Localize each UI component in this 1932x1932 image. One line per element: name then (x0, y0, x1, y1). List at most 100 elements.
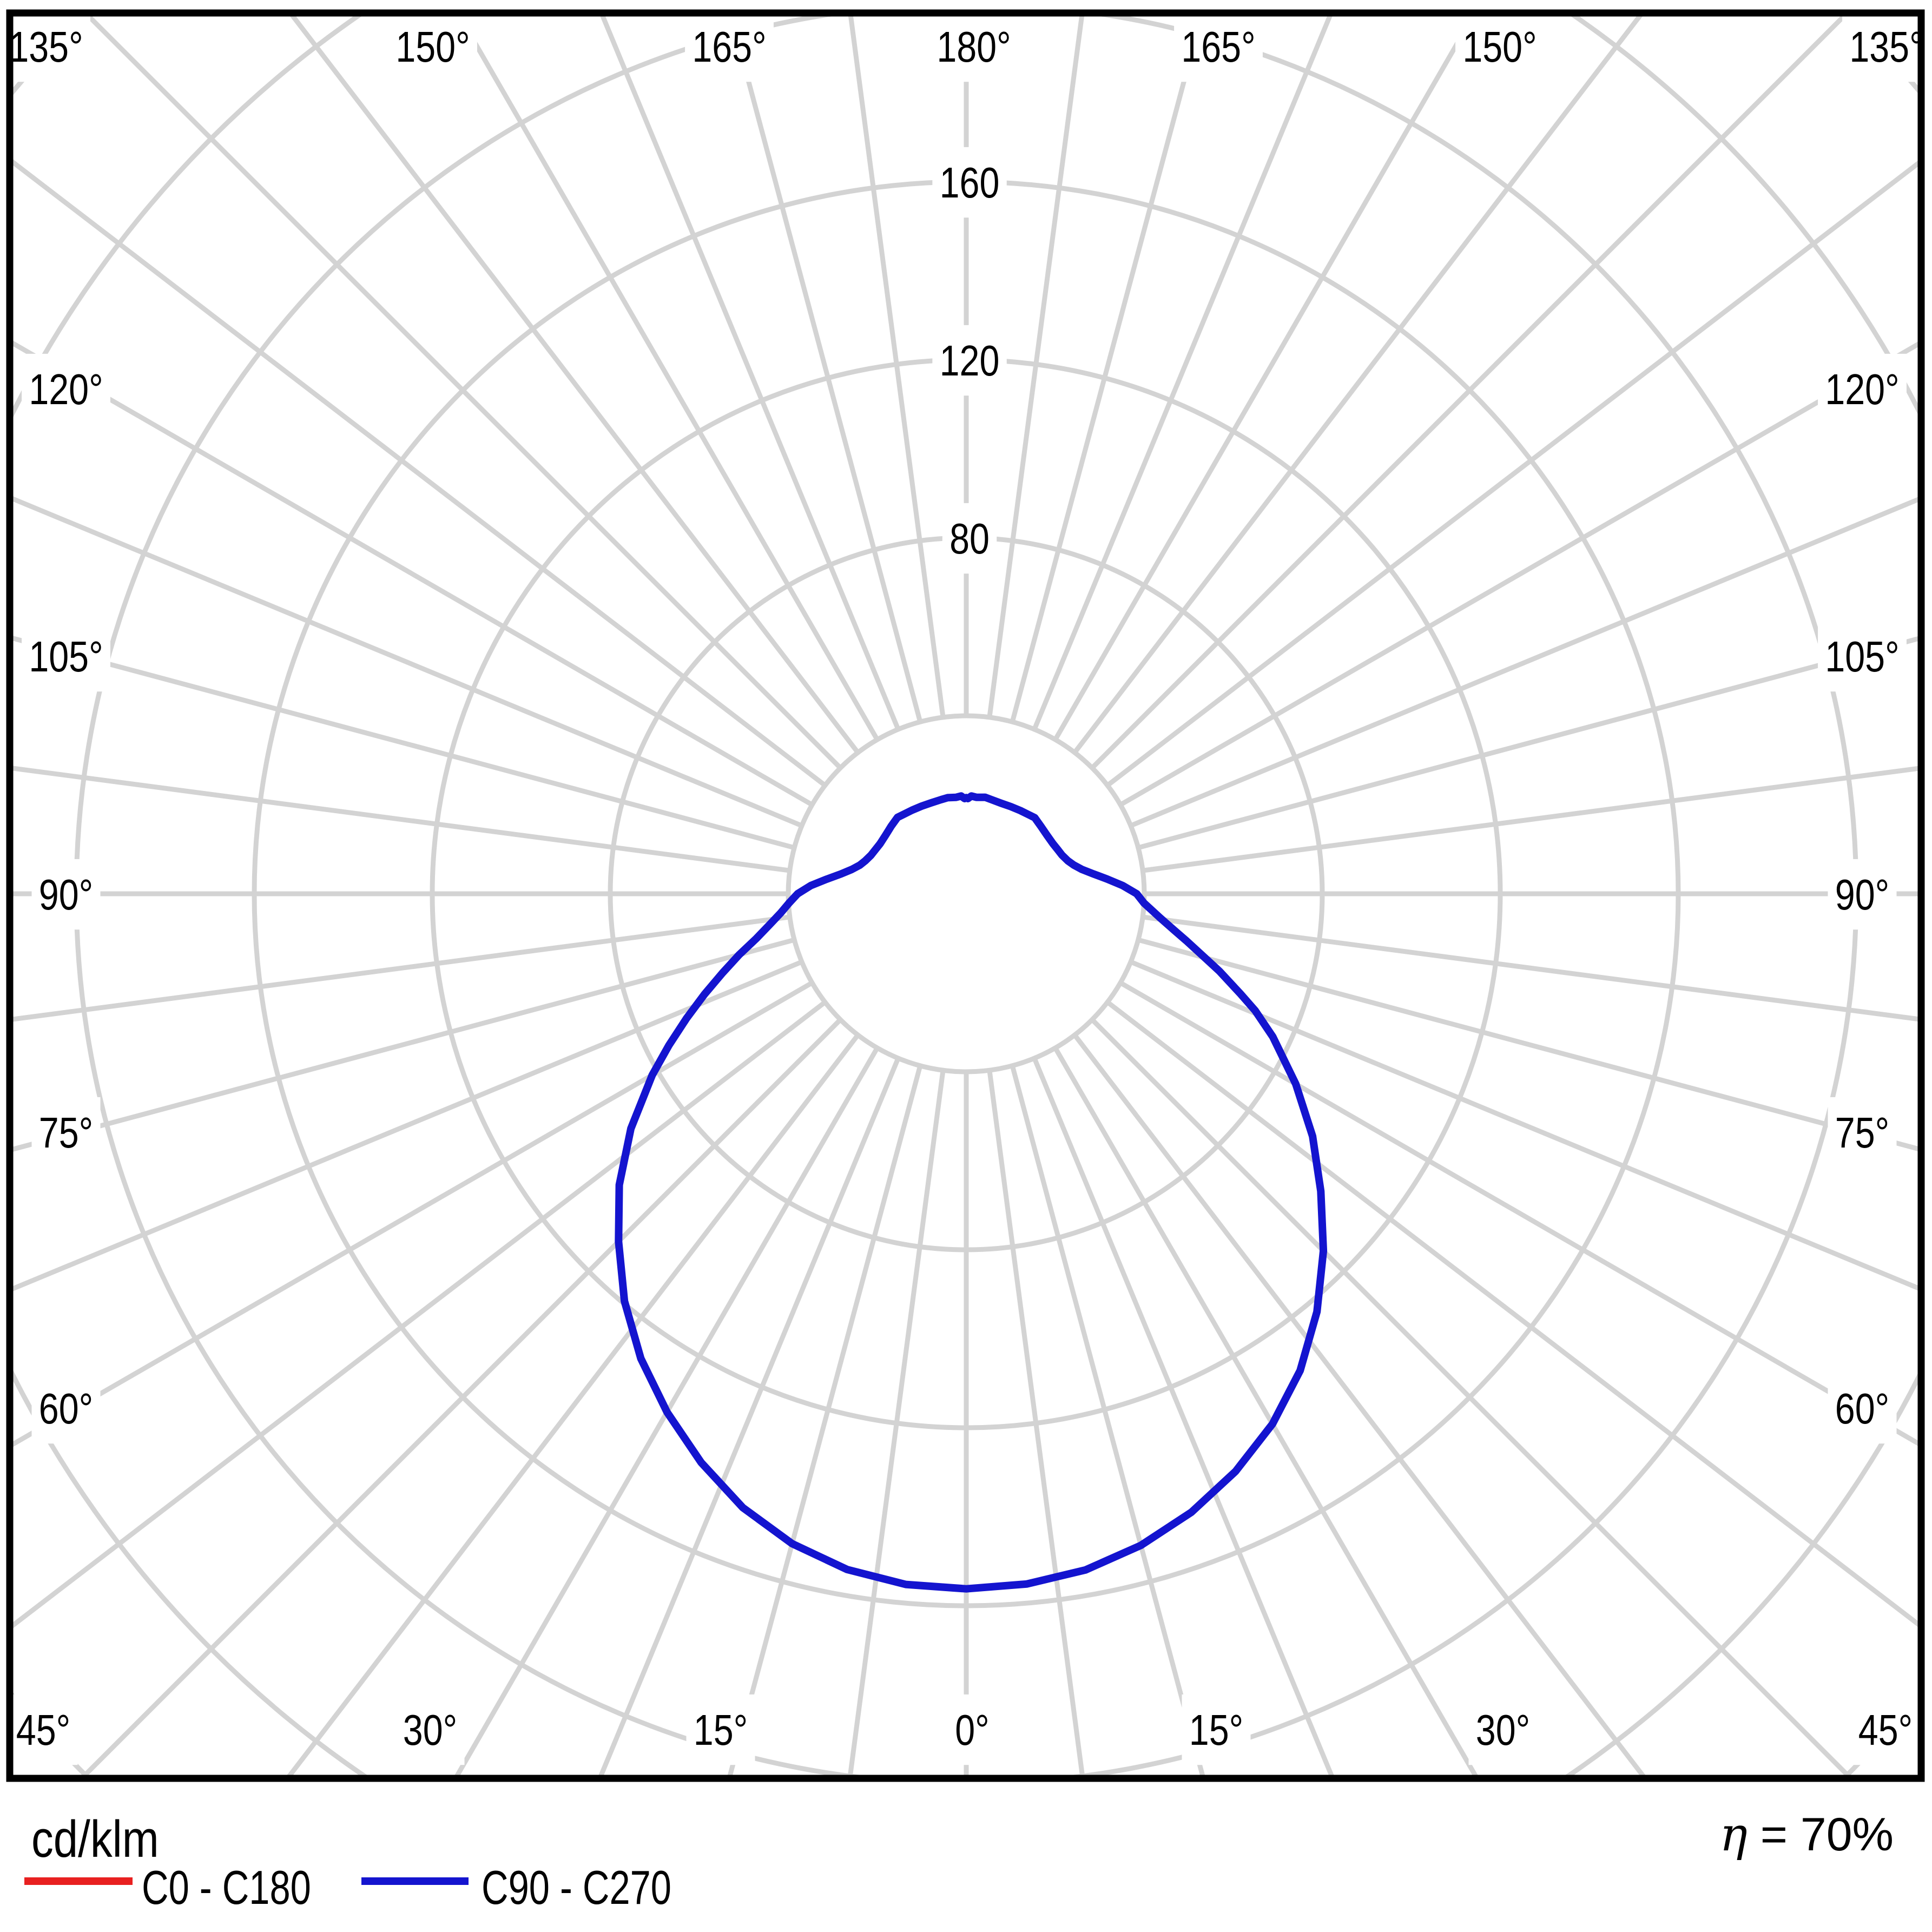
angle-label-text: 45° (16, 1705, 70, 1754)
angle-label: 45° (9, 1694, 78, 1765)
grid-spoke-60 (1119, 980, 1918, 1446)
angle-label-text: 60° (1835, 1384, 1889, 1433)
grid-spoke-22.5 (1032, 1057, 1334, 1775)
grid-spoke-330 (454, 1046, 880, 1775)
angle-label-mask (31, 1373, 101, 1444)
units-label: cd/klm (31, 1810, 159, 1868)
grid-spoke-105 (1137, 636, 1918, 850)
angle-label-mask (22, 353, 110, 425)
grid-spoke-52.5 (1106, 1000, 1918, 1627)
radial-tick-label-text: 120 (940, 336, 1000, 385)
angle-label: 60° (31, 1373, 101, 1444)
angle-label-text: 0° (955, 1705, 989, 1754)
grid-spoke-217.5 (289, 16, 860, 754)
angle-label-mask (929, 11, 1018, 82)
grid-spoke-127.5 (1106, 160, 1918, 788)
efficiency-label: η = 70% (1719, 1808, 1894, 1862)
grid-spoke-165 (1010, 16, 1204, 723)
grid-spoke-210 (457, 16, 880, 741)
legend-label-c90-c270: C90 - C270 (482, 1861, 671, 1914)
angle-label: 150° (388, 11, 477, 82)
angle-label-mask (1828, 1373, 1897, 1444)
eta-symbol: η (1719, 1808, 1748, 1862)
angle-label-text: 60° (39, 1384, 93, 1433)
angle-label: 165° (685, 11, 774, 82)
grid-spoke-82.5 (1142, 914, 1918, 1022)
angle-label-text: 120° (29, 365, 103, 413)
angle-label-text: 75° (39, 1108, 93, 1157)
radial-tick-label: 120 (932, 325, 1007, 396)
angle-label-mask (1851, 1694, 1920, 1765)
grid-spoke-307.5 (13, 1000, 827, 1628)
grid-spoke-315 (81, 1018, 842, 1775)
grid-spoke-7.5 (987, 1070, 1085, 1775)
angle-label-mask (948, 1694, 997, 1765)
angle-label-mask (1842, 11, 1931, 82)
grid-spoke-285 (13, 937, 795, 1152)
angle-label-text: 105° (1825, 632, 1899, 681)
angle-label-mask (1828, 1097, 1897, 1168)
angle-label: 0° (948, 1694, 997, 1765)
angle-label-mask (685, 11, 774, 82)
angle-label-text: 120° (1825, 365, 1899, 413)
angle-label-text: 135° (1849, 22, 1923, 71)
angle-label: 165° (1174, 11, 1263, 82)
angle-label: 75° (1828, 1097, 1897, 1168)
grid-spoke-187.5 (848, 16, 946, 718)
angle-label: 75° (31, 1097, 101, 1168)
radial-tick-label-text: 80 (949, 514, 990, 563)
grid-spoke-75 (1137, 937, 1918, 1152)
angle-label-text: 150° (395, 22, 470, 71)
angle-label-text: 135° (9, 22, 83, 71)
angle-label-text: 90° (1835, 870, 1889, 919)
grid-spoke-67.5 (1130, 959, 1918, 1291)
angle-label-mask (1182, 1694, 1251, 1765)
axis-labels: 135° 150° 165° 180° 165° 150° 135° 120° 120° 105°… (2, 11, 1931, 1765)
angle-label-text: 165° (692, 22, 766, 71)
angle-label-text: 75° (1835, 1108, 1889, 1157)
angle-label-mask (31, 859, 101, 930)
radial-tick-label: 80 (942, 503, 997, 574)
angle-label: 120° (22, 353, 110, 425)
curve-c90-c270 (615, 792, 1328, 1593)
angle-label-text: 15° (1189, 1705, 1243, 1754)
angle-label-mask (1818, 353, 1907, 425)
grid-spoke-172.5 (987, 16, 1085, 718)
grid-spoke-135 (1090, 16, 1848, 770)
angle-label-text: 15° (694, 1705, 748, 1754)
radial-tick-label-mask (932, 147, 1007, 218)
angle-label: 15° (1182, 1694, 1251, 1765)
grid-spoke-30 (1053, 1046, 1478, 1775)
grid-spoke-352.5 (848, 1070, 946, 1775)
grid-spoke-337.5 (598, 1057, 901, 1775)
grid-spoke-255 (13, 636, 795, 850)
angle-label: 135° (2, 11, 90, 82)
angle-label: 105° (22, 621, 110, 692)
angle-label-mask (1174, 11, 1263, 82)
radial-tick-label-text: 160 (940, 158, 1000, 207)
grid-spoke-150 (1053, 16, 1476, 741)
grid-spoke-345 (727, 1065, 923, 1775)
grid-spoke-240 (13, 340, 814, 807)
grid-spoke-120 (1119, 341, 1918, 807)
angle-label: 135° (1842, 11, 1931, 82)
eta-value: = 70% (1748, 1809, 1894, 1861)
grid-spoke-225 (85, 16, 842, 770)
angle-label: 120° (1818, 353, 1907, 425)
angle-label-mask (22, 621, 110, 692)
angle-label-text: 150° (1462, 22, 1537, 71)
chart-footer: cd/klm C0 - C180 C90 - C270 η = 70% (24, 1808, 1894, 1914)
angle-label: 15° (686, 1694, 755, 1765)
angle-label-mask (31, 1097, 101, 1168)
angle-label: 90° (1828, 859, 1897, 930)
angle-label-mask (9, 1694, 78, 1765)
grid-spoke-112.5 (1130, 497, 1918, 828)
grid-spoke-202.5 (600, 16, 901, 730)
grid-spoke-322.5 (287, 1033, 860, 1775)
grid-spoke-195 (728, 16, 923, 723)
grid-ring-40 (786, 713, 1147, 1074)
chart-frame (6, 9, 1925, 1782)
grid-spoke-292.5 (13, 959, 803, 1291)
